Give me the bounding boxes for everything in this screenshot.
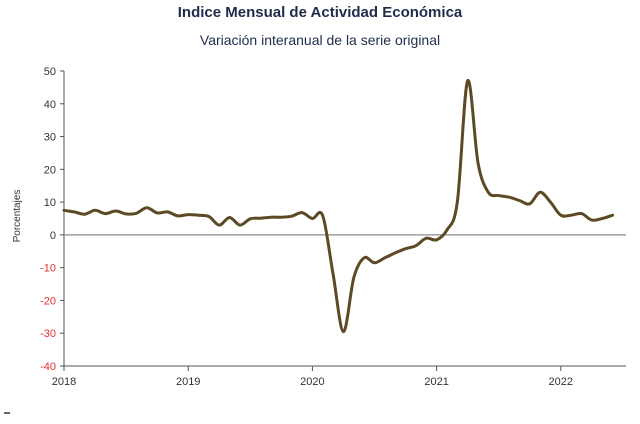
x-tick-label: 2018 bbox=[52, 376, 76, 388]
series-line bbox=[62, 79, 614, 334]
chart-title: Indice Mensual de Actividad Económica bbox=[177, 4, 463, 21]
y-tick-label: 40 bbox=[44, 99, 56, 111]
footnote-mark bbox=[4, 412, 10, 414]
y-tick-label: 10 bbox=[44, 197, 56, 209]
y-tick-label: -30 bbox=[40, 328, 56, 340]
y-tick-label: 50 bbox=[44, 66, 56, 78]
chart-axes bbox=[63, 71, 626, 367]
y-tick-label: -40 bbox=[40, 361, 56, 373]
y-tick-label: -10 bbox=[40, 263, 56, 275]
y-tick-label: 0 bbox=[50, 230, 56, 242]
chart-subtitle: Variación interanual de la serie origina… bbox=[199, 32, 441, 48]
x-tick-label: 2022 bbox=[549, 376, 573, 388]
x-tick-label: 2019 bbox=[176, 376, 200, 388]
x-axis-ticks: 2018 2019 2020 2021 2022 bbox=[52, 366, 573, 388]
y-axis-ticks: 50 40 30 20 10 0 -10 -20 -30 -40 bbox=[40, 66, 64, 373]
y-axis-label: Porcentajes bbox=[12, 190, 23, 243]
x-tick-label: 2021 bbox=[424, 376, 448, 388]
y-tick-label: -20 bbox=[40, 295, 56, 307]
y-tick-label: 20 bbox=[44, 164, 56, 176]
x-tick-label: 2020 bbox=[300, 376, 324, 388]
y-tick-label: 30 bbox=[44, 132, 56, 144]
series-group bbox=[62, 79, 614, 334]
